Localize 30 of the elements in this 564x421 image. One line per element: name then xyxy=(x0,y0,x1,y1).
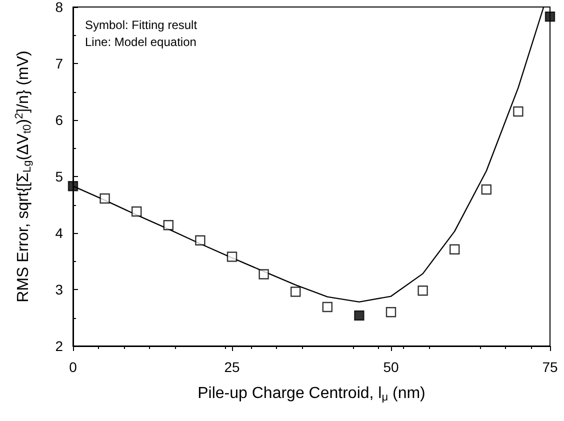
point xyxy=(258,269,269,280)
y-tick-label: 8 xyxy=(55,0,64,15)
y-tick-label: 4 xyxy=(55,225,64,241)
point xyxy=(450,244,460,254)
y-tick-label: 6 xyxy=(55,112,64,128)
point xyxy=(195,235,206,246)
point xyxy=(132,206,142,217)
point xyxy=(290,286,301,297)
annotation: Symbol: Fitting result xyxy=(85,18,198,32)
x-tick-label: 50 xyxy=(383,359,399,375)
annotation: Line: Model equation xyxy=(85,35,196,49)
point xyxy=(544,12,556,22)
point xyxy=(386,307,396,318)
y-tick-label: 7 xyxy=(55,56,64,72)
point xyxy=(354,310,364,321)
point xyxy=(100,193,110,204)
y-axis-title: RMS Error, sqrt{[ΣLg(ΔVt0)2]/n} (mV) xyxy=(14,50,34,302)
x-tick-label: 0 xyxy=(69,359,78,375)
x-tick-label: 25 xyxy=(224,359,240,375)
point xyxy=(163,220,174,230)
point xyxy=(226,252,238,262)
point xyxy=(68,181,78,192)
point xyxy=(418,286,428,296)
y-tick-label: 3 xyxy=(55,282,64,298)
y-tick-label: 2 xyxy=(55,338,64,354)
y-tick-label: 5 xyxy=(55,168,64,184)
point xyxy=(322,302,332,312)
point xyxy=(513,106,524,117)
point xyxy=(481,184,492,195)
x-tick-label: 75 xyxy=(542,359,558,375)
